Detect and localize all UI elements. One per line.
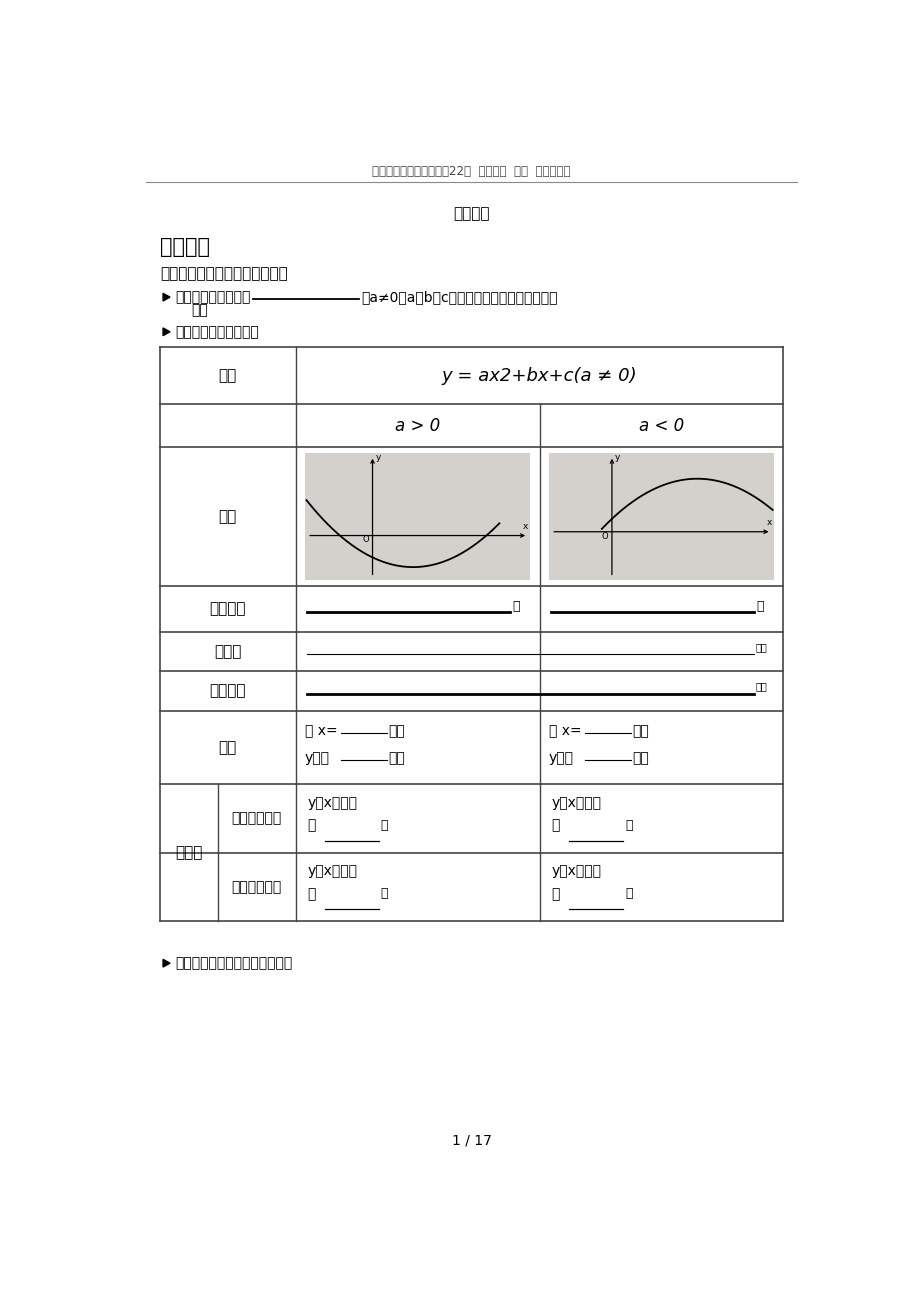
Text: 开口方向: 开口方向 <box>210 602 245 617</box>
Text: y随x的增大: y随x的增大 <box>550 796 601 810</box>
Text: 二次函数: 二次函数 <box>453 207 489 221</box>
Text: y随x的增大: y随x的增大 <box>550 865 601 879</box>
Text: 在对称轴左侧: 在对称轴左侧 <box>232 811 281 825</box>
Text: 考点一：二次函数的图象与性质: 考点一：二次函数的图象与性质 <box>160 266 288 281</box>
Text: 。: 。 <box>380 819 388 832</box>
Text: 当 x=: 当 x= <box>304 724 337 738</box>
Text: 时，: 时， <box>632 724 649 738</box>
Polygon shape <box>163 328 170 336</box>
Text: x: x <box>523 522 528 531</box>
Text: 。。: 。。 <box>755 681 766 691</box>
Text: 一：考点: 一：考点 <box>160 237 210 256</box>
Text: 二次函数的另外两种表达方式：: 二次函数的另外两种表达方式： <box>176 956 292 970</box>
Text: y: y <box>375 453 380 462</box>
Text: 。: 。 <box>755 600 763 613</box>
Text: 而: 而 <box>307 819 315 832</box>
Text: 时，: 时， <box>388 724 405 738</box>
Bar <box>304 453 530 579</box>
Text: （a≠0，a、b、c为常数）的函数叫做二次函数: （a≠0，a、b、c为常数）的函数叫做二次函数 <box>361 290 557 305</box>
Text: 对称轴: 对称轴 <box>214 644 241 659</box>
Text: 而: 而 <box>550 819 559 832</box>
Text: 。: 。 <box>624 887 631 900</box>
Text: 而: 而 <box>307 887 315 901</box>
Text: 概念：一般地，形如: 概念：一般地，形如 <box>176 290 251 305</box>
Polygon shape <box>163 960 170 967</box>
Text: 函数: 函数 <box>219 368 236 383</box>
Text: y = ax2+bx+c(a ≠ 0): y = ax2+bx+c(a ≠ 0) <box>441 367 637 384</box>
Text: 图象: 图象 <box>219 509 236 525</box>
Text: a < 0: a < 0 <box>638 417 683 435</box>
Text: 数。: 数。 <box>191 303 208 318</box>
Text: 顶点坐标: 顶点坐标 <box>210 684 245 698</box>
Text: O: O <box>362 535 369 544</box>
Text: 值。: 值。 <box>388 751 405 766</box>
Text: 1 / 17: 1 / 17 <box>451 1133 491 1147</box>
Text: O: O <box>601 531 607 540</box>
Text: 而: 而 <box>550 887 559 901</box>
Text: 。: 。 <box>512 600 519 613</box>
Text: 二次函数的图象与性质: 二次函数的图象与性质 <box>176 324 259 339</box>
Text: y: y <box>615 453 619 462</box>
Text: y随x的增大: y随x的增大 <box>307 865 357 879</box>
Polygon shape <box>163 293 170 301</box>
Text: y随x的增大: y随x的增大 <box>307 796 357 810</box>
Text: a > 0: a > 0 <box>394 417 440 435</box>
Text: 。: 。 <box>380 887 388 900</box>
Bar <box>549 453 773 579</box>
Text: 。。: 。。 <box>755 642 766 652</box>
Text: 最值: 最值 <box>219 740 236 755</box>
Text: y有最: y有最 <box>304 751 330 766</box>
Text: y有最: y有最 <box>549 751 573 766</box>
Text: 值。: 值。 <box>632 751 649 766</box>
Text: 当 x=: 当 x= <box>549 724 581 738</box>
Text: x: x <box>766 518 771 527</box>
Text: 人教版九年级数学上册第22章  二次函数  学案  （无答案）: 人教版九年级数学上册第22章 二次函数 学案 （无答案） <box>372 165 570 178</box>
Text: 增减性: 增减性 <box>176 845 202 859</box>
Text: 在对称轴右侧: 在对称轴右侧 <box>232 880 281 894</box>
Text: 。: 。 <box>624 819 631 832</box>
